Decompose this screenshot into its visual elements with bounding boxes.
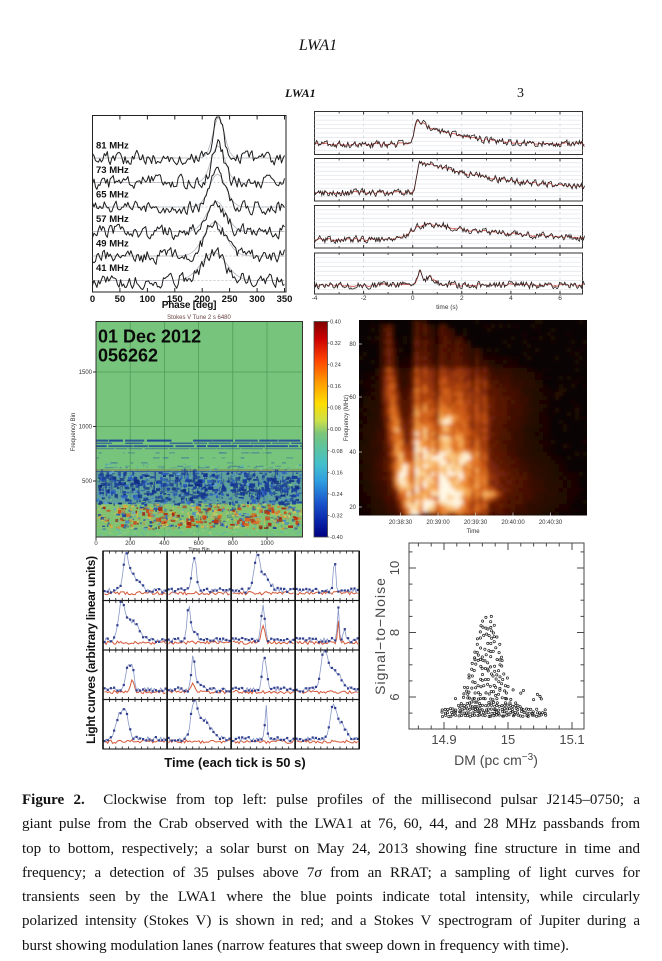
svg-text:Time (each tick is 50 s): Time (each tick is 50 s) bbox=[164, 755, 305, 770]
svg-text:100: 100 bbox=[139, 294, 155, 305]
svg-text:0.16: 0.16 bbox=[330, 384, 341, 390]
svg-text:250: 250 bbox=[222, 294, 238, 305]
svg-text:20:40:00: 20:40:00 bbox=[501, 520, 525, 526]
svg-text:Phase [deg]: Phase [deg] bbox=[162, 300, 216, 311]
svg-text:1500: 1500 bbox=[79, 370, 93, 376]
svg-text:20:38:30: 20:38:30 bbox=[389, 520, 413, 526]
svg-text:056262: 056262 bbox=[98, 346, 158, 366]
svg-text:350: 350 bbox=[277, 294, 293, 305]
svg-text:81 MHz: 81 MHz bbox=[96, 141, 129, 152]
svg-text:-2: -2 bbox=[361, 295, 367, 302]
svg-text:41 MHz: 41 MHz bbox=[96, 263, 129, 274]
svg-text:0: 0 bbox=[411, 295, 415, 302]
svg-text:-0.32: -0.32 bbox=[330, 514, 343, 520]
svg-text:0.00: 0.00 bbox=[330, 427, 341, 433]
svg-text:1000: 1000 bbox=[79, 425, 93, 431]
svg-text:200: 200 bbox=[194, 294, 210, 305]
svg-text:15.1: 15.1 bbox=[559, 732, 584, 747]
svg-text:49 MHz: 49 MHz bbox=[96, 239, 129, 250]
svg-text:14.9: 14.9 bbox=[431, 732, 456, 747]
svg-text:4: 4 bbox=[509, 295, 513, 302]
svg-text:200: 200 bbox=[125, 541, 136, 547]
svg-text:73 MHz: 73 MHz bbox=[96, 165, 129, 176]
svg-text:50: 50 bbox=[115, 294, 126, 305]
svg-text:20:39:30: 20:39:30 bbox=[464, 520, 488, 526]
svg-text:0.24: 0.24 bbox=[330, 363, 341, 369]
svg-text:-0.16: -0.16 bbox=[330, 470, 343, 476]
svg-text:-0.40: -0.40 bbox=[330, 535, 343, 541]
svg-text:0: 0 bbox=[94, 541, 98, 547]
svg-text:0: 0 bbox=[90, 294, 95, 305]
svg-text:-4: -4 bbox=[312, 295, 318, 302]
svg-text:Time Bin: Time Bin bbox=[188, 547, 210, 553]
svg-text:40: 40 bbox=[349, 450, 356, 456]
svg-text:Frequency Bin: Frequency Bin bbox=[71, 413, 77, 452]
svg-text:80: 80 bbox=[349, 342, 356, 348]
svg-text:01 Dec 2012: 01 Dec 2012 bbox=[98, 327, 201, 347]
svg-text:-0.24: -0.24 bbox=[330, 492, 343, 498]
svg-text:Time: Time bbox=[466, 529, 480, 535]
svg-text:15: 15 bbox=[501, 732, 515, 747]
svg-text:400: 400 bbox=[159, 541, 170, 547]
svg-text:20: 20 bbox=[349, 505, 356, 511]
svg-text:Light curves (arbitrary linear: Light curves (arbitrary linear units) bbox=[84, 556, 98, 744]
svg-text:time (s): time (s) bbox=[436, 304, 458, 311]
svg-text:6: 6 bbox=[558, 295, 562, 302]
svg-text:20:39:00: 20:39:00 bbox=[426, 520, 450, 526]
svg-text:0.32: 0.32 bbox=[330, 341, 341, 347]
svg-text:20:40:30: 20:40:30 bbox=[539, 520, 563, 526]
svg-text:300: 300 bbox=[249, 294, 265, 305]
svg-text:150: 150 bbox=[167, 294, 183, 305]
svg-text:Frequency (MHz): Frequency (MHz) bbox=[344, 395, 350, 441]
svg-text:800: 800 bbox=[228, 541, 239, 547]
svg-text:0.08: 0.08 bbox=[330, 406, 341, 412]
svg-text:500: 500 bbox=[82, 479, 93, 485]
svg-text:1000: 1000 bbox=[260, 541, 274, 547]
svg-text:Stokes V Tune 2 s 6480: Stokes V Tune 2 s 6480 bbox=[167, 315, 231, 321]
svg-text:57 MHz: 57 MHz bbox=[96, 214, 129, 225]
svg-text:60: 60 bbox=[349, 395, 356, 401]
svg-text:0.40: 0.40 bbox=[330, 320, 341, 326]
svg-text:65 MHz: 65 MHz bbox=[96, 190, 129, 201]
svg-text:2: 2 bbox=[460, 295, 464, 302]
svg-text:600: 600 bbox=[194, 541, 205, 547]
svg-text:-0.08: -0.08 bbox=[330, 449, 343, 455]
